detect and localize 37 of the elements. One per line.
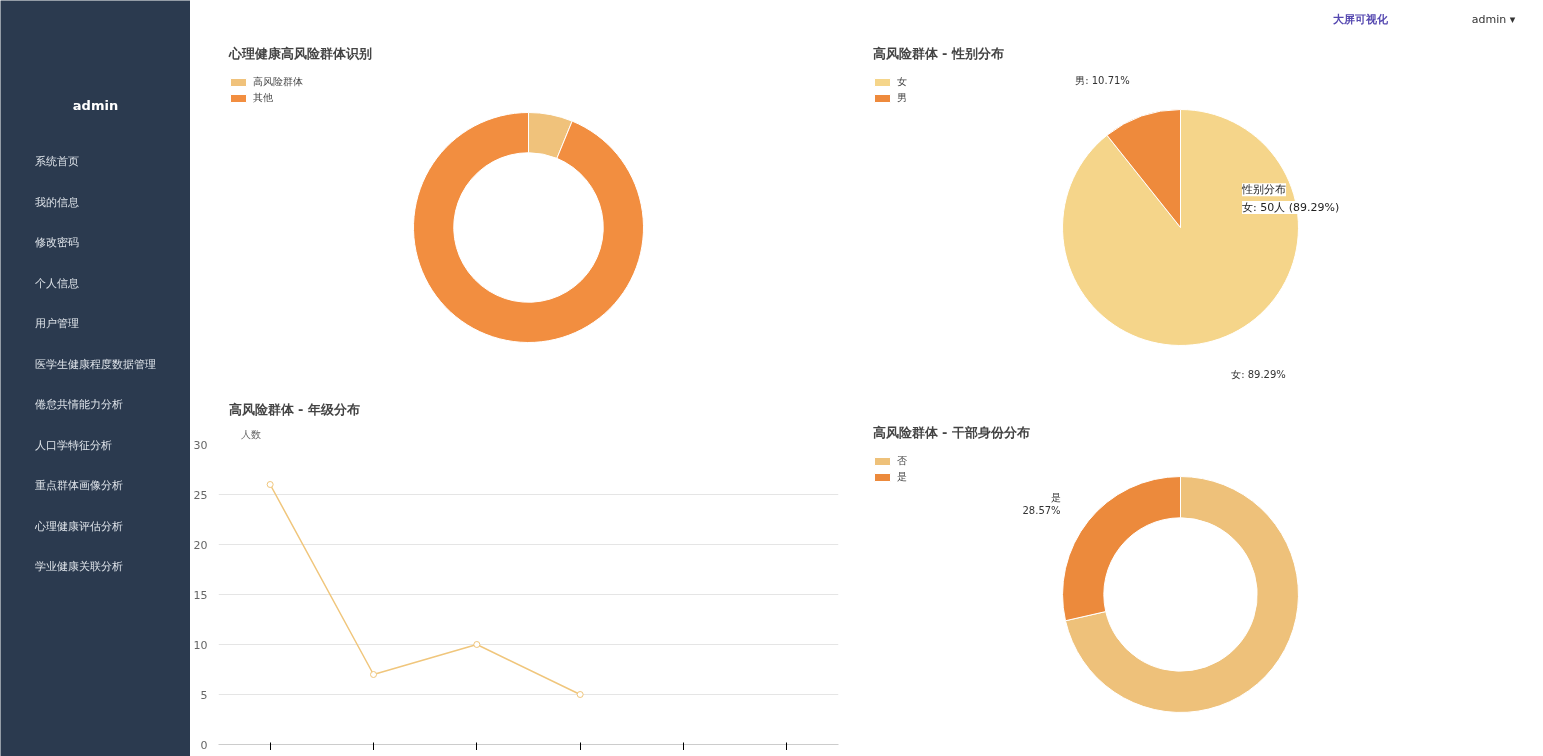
chart-title: 高风险群体 - 干部身份分布	[872, 424, 1030, 440]
legend-label: 高风险群体	[253, 75, 303, 89]
text: 性别分布	[1241, 183, 1287, 197]
y-tick-label: 15	[193, 588, 208, 602]
y-tick-label: 5	[200, 688, 208, 702]
y-tick-label: 10	[193, 638, 208, 652]
text: 我的信息	[34, 195, 79, 209]
text: 个人信息	[34, 276, 79, 290]
text: 用户管理	[34, 317, 79, 330]
text: 心理健康评估分析	[33, 519, 123, 533]
chart-title: 心理健康高风险群体识别	[227, 45, 372, 61]
y-tick-label: 30	[193, 438, 208, 452]
text: 倦怠共情能力分析	[34, 398, 123, 411]
text: 系统首页	[34, 155, 79, 168]
y-tick-label: 25	[193, 488, 208, 502]
text: 女: 50人 (89.29%)	[1242, 200, 1340, 214]
y-axis-title: 人数	[240, 428, 261, 440]
text: 大屏可视化	[1332, 13, 1389, 26]
chart-title: 高风险群体 - 年级分布	[228, 401, 360, 417]
text: 重点群体画像分析	[34, 479, 123, 492]
legend-label: 否	[897, 454, 908, 468]
legend-label: 是	[897, 470, 908, 484]
chart-title: 高风险群体 - 性别分布	[872, 45, 1004, 61]
data-label: 男: 10.71%	[1075, 74, 1130, 86]
text: 修改密码	[34, 236, 79, 249]
legend-label: 其他	[253, 91, 273, 105]
data-label: 是 28.57%	[1022, 492, 1061, 517]
text: admin ▾	[1471, 13, 1516, 26]
text: 人口学特征分析	[34, 438, 112, 452]
legend-label: 女	[897, 75, 908, 89]
y-tick-label: 20	[193, 538, 208, 552]
y-tick-label: 0	[200, 738, 208, 752]
legend-label: 男	[897, 91, 908, 105]
text: admin	[72, 98, 119, 113]
text: 医学生健康程度数据管理	[34, 357, 156, 371]
data-label: 女: 89.29%	[1231, 369, 1286, 381]
text: 学业健康关联分析	[34, 560, 123, 573]
